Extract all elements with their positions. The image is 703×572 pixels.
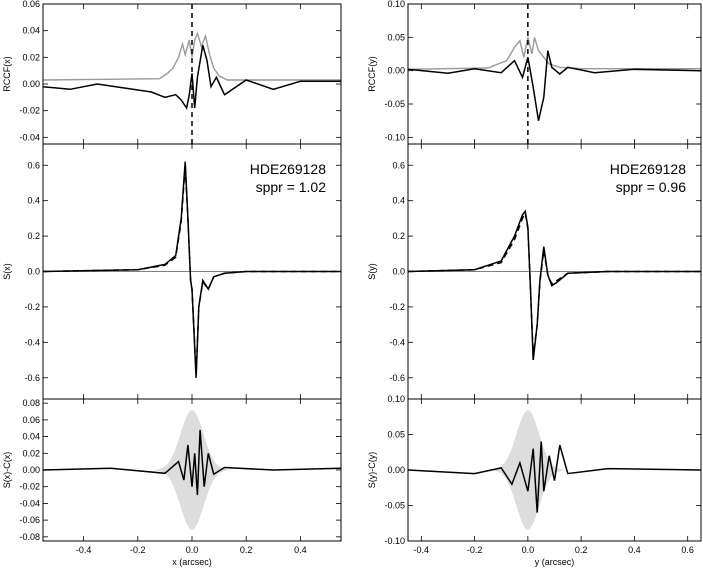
annotation-text: HDE269128 bbox=[250, 161, 326, 177]
series-line-1 bbox=[407, 50, 702, 121]
xtick-label: -0.4 bbox=[414, 545, 430, 555]
ytick-label: 0.4 bbox=[392, 196, 405, 206]
xtick-label: -0.2 bbox=[467, 545, 483, 555]
annotation-text: HDE269128 bbox=[610, 161, 686, 177]
series-line-0 bbox=[42, 31, 341, 81]
xtick-label: 0.0 bbox=[522, 545, 535, 555]
y-axis-label: S(x)-C(x) bbox=[2, 452, 12, 489]
ytick-label: -0.05 bbox=[384, 501, 405, 511]
panel-y-residual: 0.10 0.05 0.00 -0.05 -0.10 -0.4 -0.2 0.0 0.2 0.4 0… bbox=[367, 394, 702, 567]
ytick-label: -0.08 bbox=[19, 532, 40, 542]
ytick-label: -0.04 bbox=[19, 132, 40, 142]
panel-x-rccf: 0.06 0.04 0.02 0.00 -0.02 -0.04 RCCF(x) bbox=[2, 0, 342, 145]
ytick-label: -0.02 bbox=[19, 106, 40, 116]
ytick-label: 0.05 bbox=[387, 430, 405, 440]
xtick-label: 0.2 bbox=[240, 545, 253, 555]
ytick-label: 0.10 bbox=[387, 0, 405, 9]
uncertainty-band bbox=[479, 410, 576, 530]
ytick-label: 0.06 bbox=[22, 0, 40, 9]
xtick-label: 0.2 bbox=[575, 545, 588, 555]
ytick-label: 0.02 bbox=[22, 52, 40, 62]
xtick-label: -0.2 bbox=[130, 545, 146, 555]
xtick-label: 0.4 bbox=[294, 545, 307, 555]
ytick-label: -0.2 bbox=[24, 302, 40, 312]
ytick-label: 0.00 bbox=[387, 465, 405, 475]
ytick-label: -0.10 bbox=[384, 132, 405, 142]
series-line-1 bbox=[42, 45, 341, 110]
panel-x-residual: 0.08 0.06 0.04 0.02 0.00 -0.02 -0.04 -0.06 -0.08… bbox=[2, 398, 342, 567]
annotation-text: sppr = 0.96 bbox=[616, 179, 687, 195]
ytick-label: -0.02 bbox=[19, 482, 40, 492]
y-axis-label: RCCF(y) bbox=[367, 56, 377, 92]
annotation-text: sppr = 1.02 bbox=[256, 179, 327, 195]
x-axis-label: y (arcsec) bbox=[535, 557, 575, 567]
xtick-label: 0.6 bbox=[681, 545, 694, 555]
series-line-0 bbox=[407, 37, 701, 70]
ytick-label: -0.06 bbox=[19, 515, 40, 525]
xtick-label: -0.4 bbox=[76, 545, 92, 555]
xtick-label: 0.0 bbox=[186, 545, 199, 555]
ytick-label: 0.08 bbox=[22, 398, 40, 408]
ytick-label: -0.10 bbox=[384, 536, 405, 546]
series-line-1 bbox=[407, 210, 701, 357]
series-line-1 bbox=[42, 165, 341, 375]
x-axis-label: x (arcsec) bbox=[172, 557, 212, 567]
panel-x-signal: 0.6 0.4 0.2 0.0 -0.2 -0.4 -0.6 S(x) HDE269128 spp… bbox=[2, 143, 342, 400]
ytick-label: 0.00 bbox=[22, 79, 40, 89]
ytick-label: -0.6 bbox=[389, 373, 405, 383]
ytick-label: 0.04 bbox=[22, 432, 40, 442]
ytick-label: 0.6 bbox=[392, 160, 405, 170]
ytick-label: 0.2 bbox=[392, 231, 405, 241]
ytick-label: 0.0 bbox=[27, 267, 40, 277]
ytick-label: 0.06 bbox=[22, 415, 40, 425]
uncertainty-band bbox=[143, 410, 241, 530]
series-line-0 bbox=[407, 209, 701, 361]
ytick-label: 0.05 bbox=[387, 32, 405, 42]
ytick-label: 0.02 bbox=[22, 448, 40, 458]
ytick-label: 0.00 bbox=[387, 66, 405, 76]
panel-y-signal: 0.6 0.4 0.2 0.0 -0.2 -0.4 -0.6 S(y) HDE269128 spp… bbox=[367, 143, 702, 400]
ytick-label: 0.6 bbox=[27, 160, 40, 170]
ytick-label: 0.00 bbox=[22, 465, 40, 475]
ytick-label: 0.10 bbox=[387, 394, 405, 404]
panel-y-rccf: 0.10 0.05 0.00 -0.05 -0.10 RCCF(y) bbox=[367, 0, 702, 145]
ytick-label: 0.4 bbox=[27, 196, 40, 206]
y-axis-label: S(x) bbox=[2, 263, 12, 280]
ytick-label: -0.2 bbox=[389, 302, 405, 312]
ytick-label: -0.04 bbox=[19, 498, 40, 508]
ytick-label: -0.4 bbox=[24, 337, 40, 347]
ytick-label: 0.04 bbox=[22, 26, 40, 36]
ytick-label: -0.05 bbox=[384, 99, 405, 109]
series-line-0 bbox=[42, 429, 342, 496]
ytick-label: -0.4 bbox=[389, 337, 405, 347]
ytick-label: 0.2 bbox=[27, 231, 40, 241]
y-axis-label: S(y)-C(y) bbox=[367, 452, 377, 489]
y-axis-label: S(y) bbox=[367, 263, 377, 280]
panel-frame bbox=[407, 3, 702, 145]
y-axis-label: RCCF(x) bbox=[2, 56, 12, 92]
ytick-label: 0.0 bbox=[392, 267, 405, 277]
series-line-0 bbox=[407, 441, 702, 513]
ytick-label: -0.6 bbox=[24, 373, 40, 383]
xtick-label: 0.4 bbox=[628, 545, 641, 555]
